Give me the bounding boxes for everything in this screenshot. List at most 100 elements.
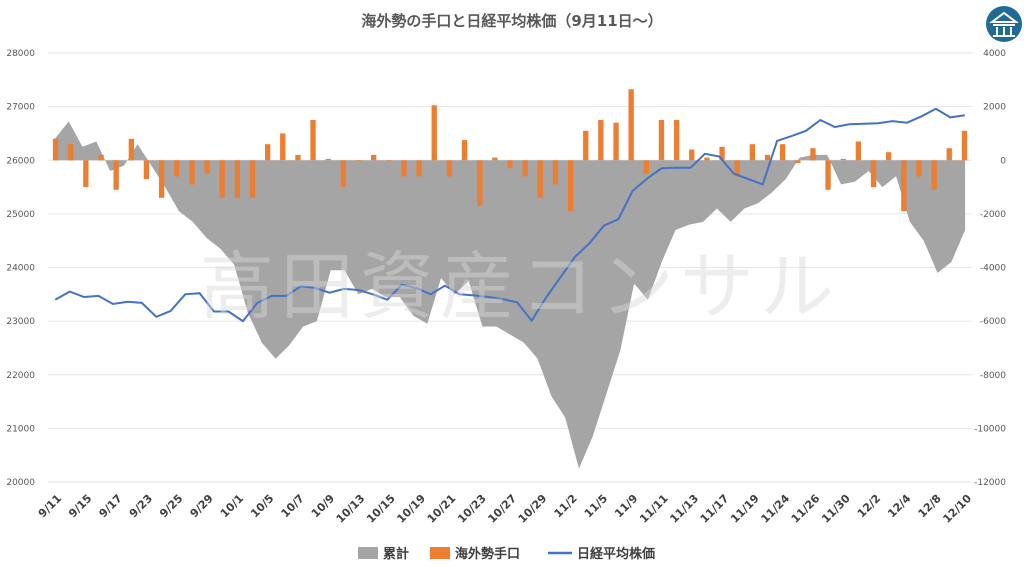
x-axis-tick-label: 9/23: [127, 492, 155, 520]
flow-bar: [961, 130, 968, 161]
flow-bar: [355, 160, 362, 162]
flow-bar: [780, 144, 786, 161]
x-axis-tick-label: 10/19: [394, 492, 428, 526]
flow-bar: [886, 152, 892, 161]
x-axis-tick-label: 11/19: [728, 492, 762, 526]
x-axis-tick-label: 11/5: [582, 492, 610, 520]
flow-bar: [628, 89, 634, 161]
right-axis-tick-label: -4000: [980, 264, 1006, 274]
left-axis-tick-label: 28000: [6, 49, 35, 59]
left-axis-tick-label: 23000: [6, 317, 35, 327]
flow-bar: [870, 160, 877, 188]
flow-bar: [371, 154, 377, 161]
flow-bar: [249, 160, 256, 198]
chart-title: 海外勢の手口と日経平均株価（9月11日～）: [361, 12, 662, 30]
x-axis-tick-label: 9/15: [66, 492, 94, 520]
flow-bar: [386, 160, 392, 162]
left-axis-tick-label: 25000: [6, 210, 35, 220]
x-axis-tick-label: 10/21: [425, 492, 459, 526]
series-cumulative-area: [54, 121, 966, 469]
legend-swatch-cumulative: [358, 547, 378, 559]
x-axis-tick-label: 11/9: [612, 492, 640, 520]
left-axis-tick-label: 21000: [6, 424, 35, 434]
flow-bar: [901, 160, 907, 212]
flow-bar: [537, 160, 543, 198]
flow-bar: [643, 160, 649, 174]
flow-bar: [204, 160, 210, 174]
x-axis-tick-label: 12/10: [940, 492, 974, 526]
flow-bar: [128, 138, 134, 161]
right-axis-tick-label: 0: [1000, 156, 1006, 166]
flow-bar: [52, 138, 59, 161]
flow-bar: [507, 160, 513, 169]
flow-bar: [598, 120, 604, 161]
flow-bar: [658, 120, 665, 161]
flow-bar: [734, 160, 740, 177]
x-axis-tick-label: 9/17: [97, 492, 125, 520]
flow-bar: [764, 154, 771, 161]
flow-bar: [280, 133, 286, 161]
watermark-text: 高田資産コンサル: [200, 244, 840, 330]
right-axis-tick-label: 2000: [983, 103, 1006, 113]
x-axis-tick-label: 9/29: [188, 492, 216, 520]
legend-swatch-flows: [430, 547, 450, 559]
flow-bar: [825, 160, 831, 190]
flow-bar: [477, 160, 483, 206]
flow-bar: [916, 160, 922, 177]
flow-bar: [416, 160, 422, 177]
right-axis-tick-label: 4000: [983, 49, 1006, 59]
x-axis-tick-label: 12/2: [855, 492, 883, 520]
x-axis-tick-label: 11/30: [819, 492, 853, 526]
x-axis-tick-label: 11/13: [667, 492, 701, 526]
left-axis-ticks: 20000 21000 22000 23000 24000 25000 26000 27000…: [6, 49, 35, 488]
flow-bar: [689, 149, 695, 161]
flow-bar: [795, 160, 801, 163]
flow-bar: [855, 141, 861, 161]
x-axis-ticks: 9/11 9/15 9/17 9/23 9/25 9/29 10/1 10/5 10/7 10/9…: [36, 492, 975, 526]
x-axis-tick-label: 11/2: [552, 492, 580, 520]
x-axis-tick-label: 9/11: [36, 492, 64, 520]
plot-area: [48, 52, 972, 483]
flow-bar: [749, 144, 755, 161]
flow-bar: [704, 157, 710, 161]
flow-bar: [265, 144, 271, 161]
flow-bar: [719, 146, 725, 161]
flow-bar: [295, 154, 301, 161]
flow-bar: [83, 160, 89, 188]
x-axis-tick-label: 11/24: [758, 492, 792, 526]
flow-bar: [325, 158, 331, 161]
left-axis-tick-label: 26000: [6, 156, 35, 166]
right-axis-tick-label: -8000: [980, 371, 1006, 381]
flow-bar: [143, 160, 150, 180]
flow-bar: [931, 160, 937, 190]
x-axis-tick-label: 10/1: [218, 492, 246, 520]
flow-bar: [446, 160, 453, 177]
x-axis-tick-label: 9/25: [157, 492, 185, 520]
x-axis-tick-label: 10/23: [455, 492, 489, 526]
flow-bar: [340, 160, 346, 188]
building-columns-icon: [986, 6, 1022, 42]
legend: 累計 海外勢手口 日経平均株価: [358, 546, 655, 562]
right-axis-tick-label: -10000: [974, 424, 1006, 434]
left-axis-tick-label: 24000: [6, 264, 35, 274]
right-axis-ticks: -12000 -10000 -8000 -6000 -4000 -2000 0 2000 400…: [974, 49, 1006, 488]
x-axis-tick-label: 11/26: [789, 492, 823, 526]
flow-bar: [840, 158, 846, 161]
flow-bar: [810, 148, 816, 161]
flow-bar: [583, 130, 589, 161]
flow-bar: [461, 140, 468, 161]
flow-bar: [946, 148, 952, 161]
flow-bar: [552, 160, 559, 185]
left-axis-tick-label: 20000: [6, 478, 35, 488]
legend-label-nikkei: 日経平均株価: [577, 546, 655, 562]
flow-bar: [522, 160, 528, 177]
flow-bar: [567, 160, 574, 212]
legend-label-cumulative: 累計: [383, 546, 409, 562]
flow-bar: [234, 160, 240, 198]
flow-bar: [613, 122, 619, 161]
flow-bar: [219, 160, 225, 198]
flow-bar: [113, 160, 119, 190]
x-axis-tick-label: 10/5: [248, 492, 276, 520]
flow-bar: [159, 160, 165, 198]
